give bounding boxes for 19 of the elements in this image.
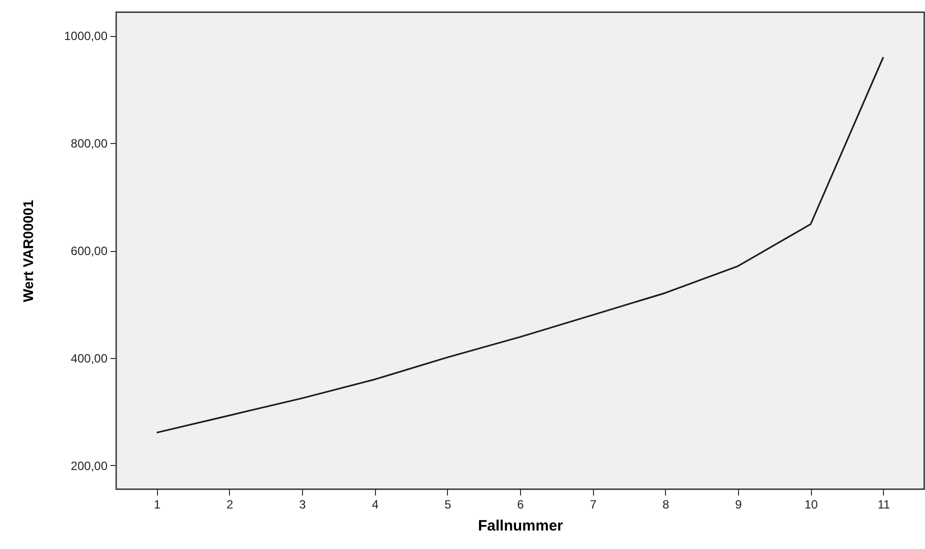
x-tick-label: 9	[735, 498, 742, 512]
line-series	[156, 56, 884, 434]
y-tick-label: 800,00	[70, 136, 108, 151]
x-tick-label: 4	[372, 498, 379, 512]
y-tick-label: 400,00	[70, 351, 108, 366]
y-tick-label: 600,00	[70, 244, 108, 258]
x-tick-label: 10	[804, 498, 818, 512]
x-tick-label: 3	[299, 498, 306, 512]
x-tick-label: 2	[226, 498, 234, 512]
y-axis-title: Wert VAR00001	[20, 200, 36, 302]
x-tick-label: 11	[878, 498, 890, 512]
x-tick-label: 1	[154, 498, 161, 512]
x-tick-label: 5	[444, 498, 452, 512]
y-tick-label: 200,00	[70, 458, 108, 473]
x-axis-title: Fallnummer	[478, 518, 564, 534]
x-tick-label: 7	[590, 498, 597, 512]
y-tick-label: 1000,00	[64, 29, 108, 44]
x-tick-label: 6	[517, 498, 524, 512]
x-tick-label: 8	[662, 498, 670, 512]
